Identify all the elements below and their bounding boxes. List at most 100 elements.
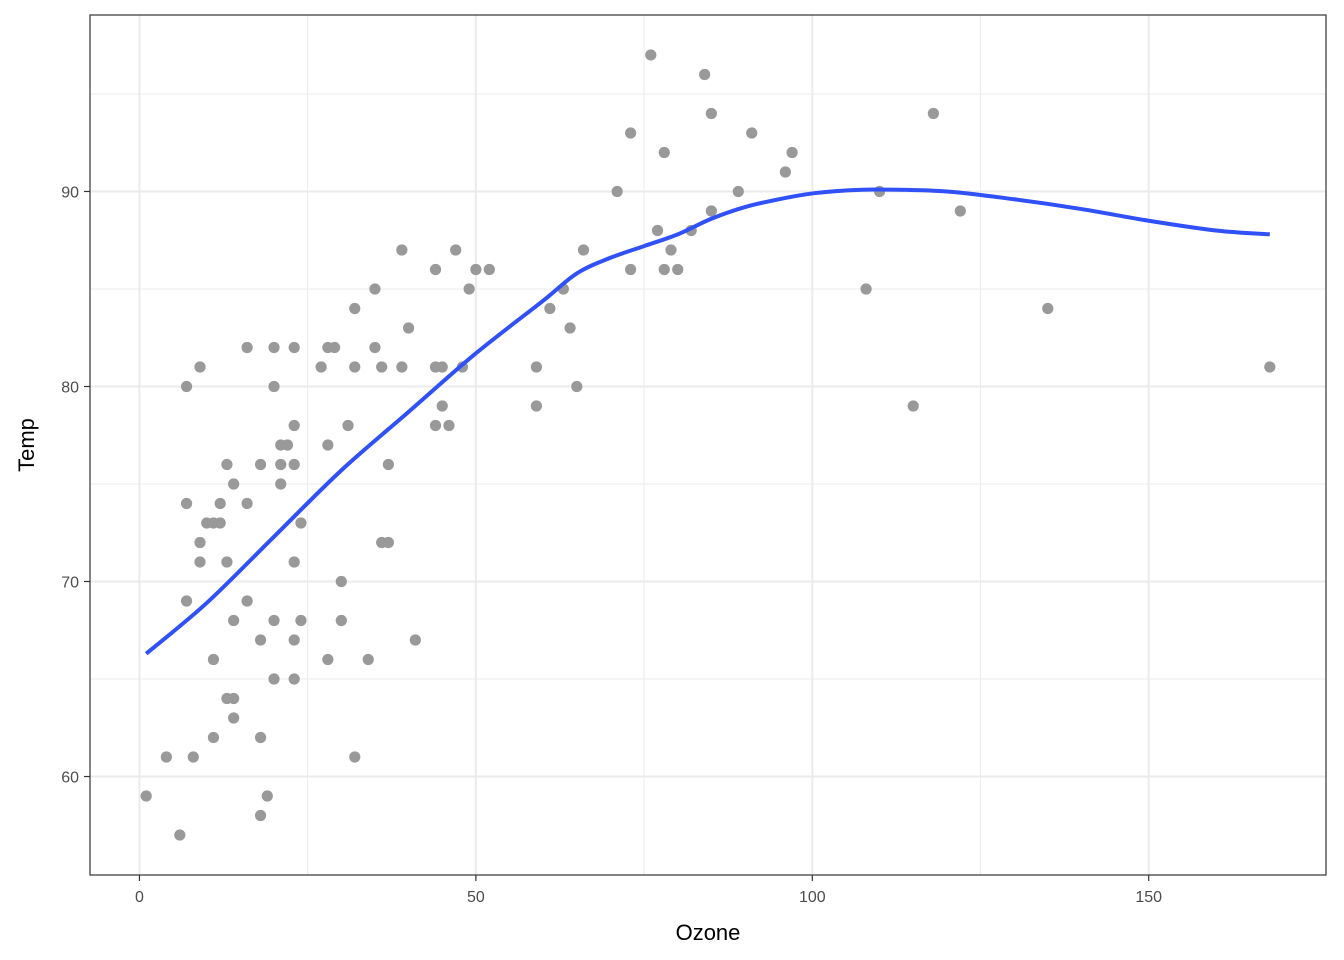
data-point [443, 419, 455, 432]
data-point [174, 829, 186, 841]
data-point [611, 185, 623, 198]
data-point [577, 244, 590, 256]
data-point [180, 380, 193, 393]
data-point [342, 419, 354, 432]
x-tick-label: 50 [467, 889, 485, 906]
data-point [625, 263, 637, 276]
data-point [564, 322, 576, 334]
data-point [705, 205, 717, 217]
data-point [214, 517, 226, 529]
data-point [382, 536, 395, 549]
y-axis-title: Temp [14, 418, 39, 472]
y-tick-label: 60 [61, 770, 79, 787]
data-point [254, 634, 267, 646]
data-point [281, 439, 294, 451]
data-point [335, 575, 347, 588]
smooth-line-layer [144, 187, 1270, 656]
data-point [288, 419, 300, 432]
data-point [228, 614, 240, 627]
data-point [288, 634, 300, 646]
major-gridlines [90, 15, 1326, 875]
data-point [625, 127, 637, 139]
x-axis: 0 50 100 150 [135, 875, 1162, 906]
y-axis: 60 70 80 90 [61, 184, 90, 787]
data-point [396, 361, 408, 373]
data-point [907, 400, 919, 412]
data-point [194, 361, 206, 373]
data-point [954, 205, 966, 217]
data-point [927, 107, 940, 120]
data-point [322, 653, 334, 666]
data-point [328, 341, 341, 354]
data-point [261, 790, 273, 802]
data-point [429, 263, 442, 276]
data-point [699, 68, 711, 81]
data-point [194, 536, 206, 549]
data-point [376, 361, 388, 373]
data-point [483, 263, 495, 276]
data-point [241, 497, 253, 510]
data-point [221, 556, 233, 568]
data-point [295, 614, 307, 627]
data-point [450, 244, 462, 256]
data-point [362, 653, 374, 666]
data-point [409, 634, 421, 646]
data-point [470, 263, 482, 276]
data-point [241, 595, 253, 607]
data-point [349, 361, 361, 373]
data-point [187, 751, 199, 763]
data-point [241, 341, 253, 354]
x-axis-title: Ozone [676, 920, 741, 945]
data-point [463, 283, 475, 295]
data-point [228, 712, 240, 724]
panel-border [89, 14, 1327, 876]
data-point [396, 244, 408, 256]
data-point [746, 127, 758, 139]
data-point [288, 556, 300, 568]
data-point [571, 380, 583, 393]
data-point [214, 497, 226, 510]
data-point [1042, 302, 1054, 315]
data-point [180, 497, 193, 510]
data-point [268, 614, 280, 627]
data-point [295, 517, 307, 529]
data-point [268, 673, 280, 685]
data-point [140, 790, 152, 802]
data-point [705, 107, 717, 120]
x-tick-label: 0 [135, 889, 144, 906]
data-point [228, 478, 240, 490]
data-point [180, 595, 193, 607]
data-point [194, 556, 206, 568]
data-point [402, 322, 415, 334]
data-point [1264, 361, 1276, 373]
data-point [275, 458, 287, 471]
data-point [436, 361, 448, 373]
data-point [651, 224, 664, 237]
data-point [436, 400, 448, 412]
data-point [254, 458, 267, 471]
data-point [369, 341, 381, 354]
data-point [275, 478, 287, 490]
data-point [322, 439, 334, 451]
y-tick-label: 80 [61, 379, 79, 396]
smooth-line [144, 187, 1270, 656]
data-point [315, 361, 327, 373]
data-point [160, 751, 172, 763]
data-point [349, 302, 361, 315]
data-point [786, 146, 798, 159]
data-point [207, 653, 220, 666]
data-point [665, 244, 677, 256]
data-point [779, 166, 791, 178]
data-point [382, 458, 395, 471]
data-point [645, 49, 657, 61]
data-point [254, 809, 267, 822]
data-point [268, 380, 280, 393]
data-point [369, 283, 381, 295]
data-point [429, 419, 442, 432]
data-point [228, 692, 240, 705]
data-points [140, 49, 1276, 841]
data-point [254, 731, 267, 744]
data-point [288, 341, 300, 354]
